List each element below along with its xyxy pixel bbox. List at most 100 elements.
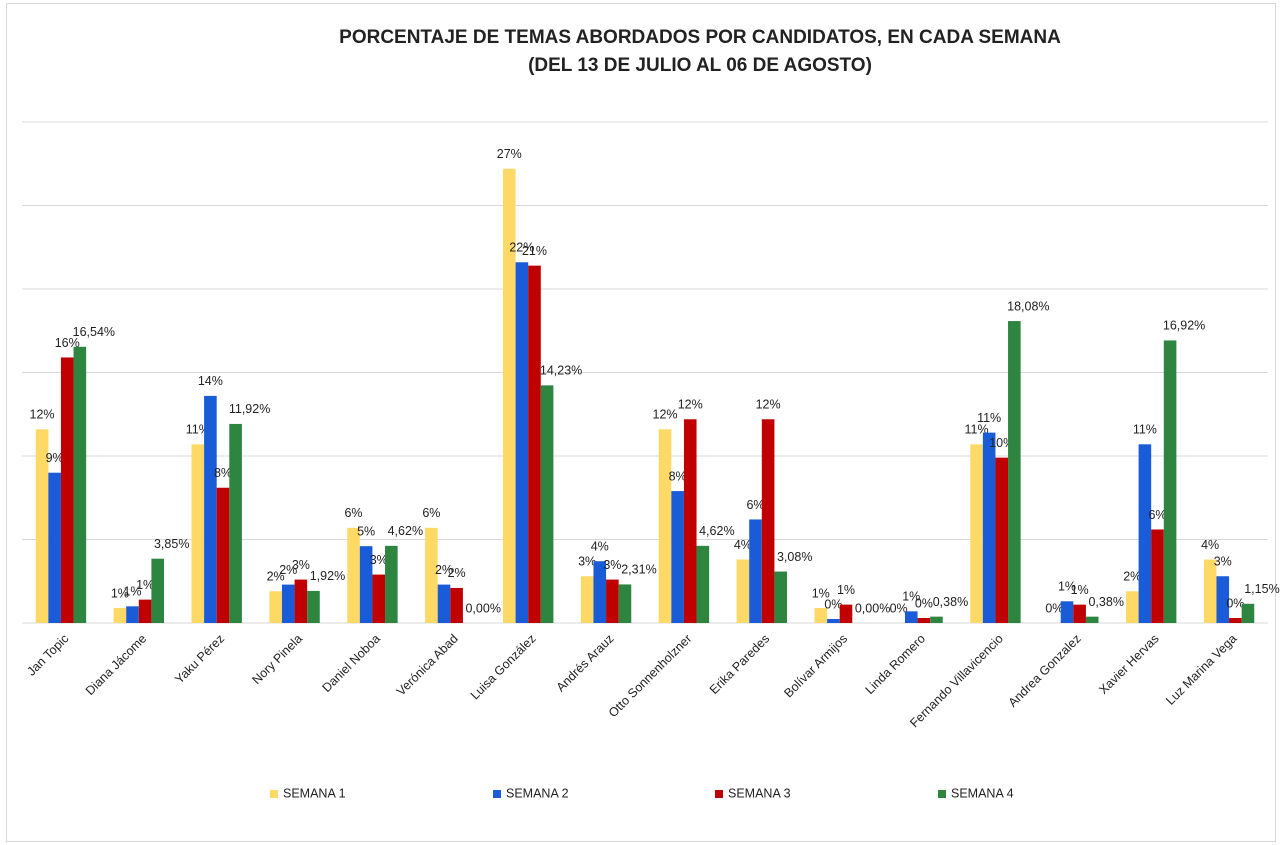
bar <box>1151 529 1164 623</box>
bar <box>1073 604 1086 623</box>
data-label: 3,85% <box>154 537 189 551</box>
bar <box>528 265 541 623</box>
data-label: 11% <box>186 423 210 437</box>
data-label: 3% <box>292 558 310 572</box>
data-label: 18,08% <box>1007 299 1049 313</box>
bar <box>774 571 788 623</box>
bar <box>593 561 607 623</box>
bar <box>1203 559 1217 623</box>
bar <box>1125 591 1139 623</box>
data-label: 16,54% <box>73 325 115 339</box>
bar <box>60 357 74 623</box>
data-label: 2,31% <box>621 563 656 577</box>
data-label: 0% <box>824 597 842 611</box>
bar <box>1060 601 1074 623</box>
data-label: 0,38% <box>933 595 968 609</box>
data-label: 4% <box>1201 538 1219 552</box>
data-label: 21% <box>522 244 547 258</box>
data-label: 0% <box>1045 601 1063 615</box>
bar <box>749 519 762 623</box>
bar <box>1229 617 1242 623</box>
chart-title: PORCENTAJE DE TEMAS ABORDADOS POR CANDID… <box>339 27 1061 48</box>
data-label: 3% <box>1214 555 1232 569</box>
data-label: 0% <box>915 596 933 610</box>
data-label: 8% <box>669 469 687 483</box>
data-label: 6% <box>344 506 362 520</box>
bar <box>736 559 750 623</box>
data-label: 3% <box>603 558 621 572</box>
bar <box>970 444 983 623</box>
legend-swatch <box>715 790 723 798</box>
data-label: 3% <box>370 553 388 567</box>
bar <box>696 545 710 623</box>
chart-subtitle: (DEL 13 DE JULIO AL 06 DE AGOSTO) <box>528 55 872 76</box>
bar <box>1216 576 1230 623</box>
bar <box>502 168 516 623</box>
data-label: 14,23% <box>540 364 582 378</box>
data-label: 2% <box>279 563 297 577</box>
chart-border <box>6 3 1276 842</box>
data-label: 6% <box>746 498 764 512</box>
data-label: 4,62% <box>388 524 423 538</box>
data-label: 22% <box>509 241 534 255</box>
bar <box>982 432 996 623</box>
data-label: 4% <box>734 538 752 552</box>
data-label: 11% <box>977 411 1001 425</box>
data-label: 3,08% <box>777 550 812 564</box>
legend-label: SEMANA 2 <box>506 786 569 800</box>
bar <box>1008 321 1021 623</box>
bar <box>294 579 308 623</box>
bar <box>126 606 139 623</box>
data-label: 1% <box>136 578 154 592</box>
bar <box>269 591 282 623</box>
bar <box>113 607 127 623</box>
bar <box>814 607 828 623</box>
bar <box>606 579 619 623</box>
data-label: 1,92% <box>310 569 345 583</box>
bar <box>281 584 295 623</box>
data-label: 4,62% <box>699 524 734 538</box>
bar <box>618 584 632 623</box>
bar <box>229 423 242 623</box>
data-label: 2% <box>435 563 453 577</box>
data-label: 12% <box>653 408 678 422</box>
data-label: 1% <box>837 583 855 597</box>
bar <box>216 487 230 623</box>
legend-swatch <box>493 790 501 798</box>
data-label: 14% <box>198 374 223 388</box>
legend-label: SEMANA 3 <box>728 786 791 800</box>
bar <box>1085 616 1099 623</box>
bar <box>48 472 61 623</box>
bar <box>204 395 217 623</box>
data-label: 1% <box>111 586 129 600</box>
bar <box>904 611 918 623</box>
bar <box>450 587 463 623</box>
bar <box>540 385 554 623</box>
data-label: 12% <box>678 398 703 412</box>
bar <box>827 618 840 623</box>
bar <box>73 346 87 623</box>
data-label: 1% <box>1058 580 1076 594</box>
data-label: 2% <box>448 566 466 580</box>
data-label: 16% <box>55 336 80 350</box>
bar <box>658 429 672 623</box>
bar <box>1241 603 1255 623</box>
data-label: 12% <box>30 408 55 422</box>
data-label: 1% <box>123 585 141 599</box>
data-label: 0% <box>1226 596 1244 610</box>
bar <box>683 419 697 623</box>
bar <box>515 262 529 623</box>
data-label: 12% <box>756 398 781 412</box>
bar <box>191 444 205 623</box>
data-label: 8% <box>214 466 232 480</box>
data-label: 2% <box>267 570 285 584</box>
data-label: 4% <box>591 540 609 554</box>
bar <box>347 527 360 623</box>
data-label: 1% <box>812 586 830 600</box>
data-label: 16,92% <box>1163 319 1205 333</box>
bar <box>372 574 386 623</box>
bar <box>151 558 165 623</box>
bar <box>359 546 373 623</box>
data-label: 10% <box>989 436 1014 450</box>
legend-swatch <box>270 790 278 798</box>
